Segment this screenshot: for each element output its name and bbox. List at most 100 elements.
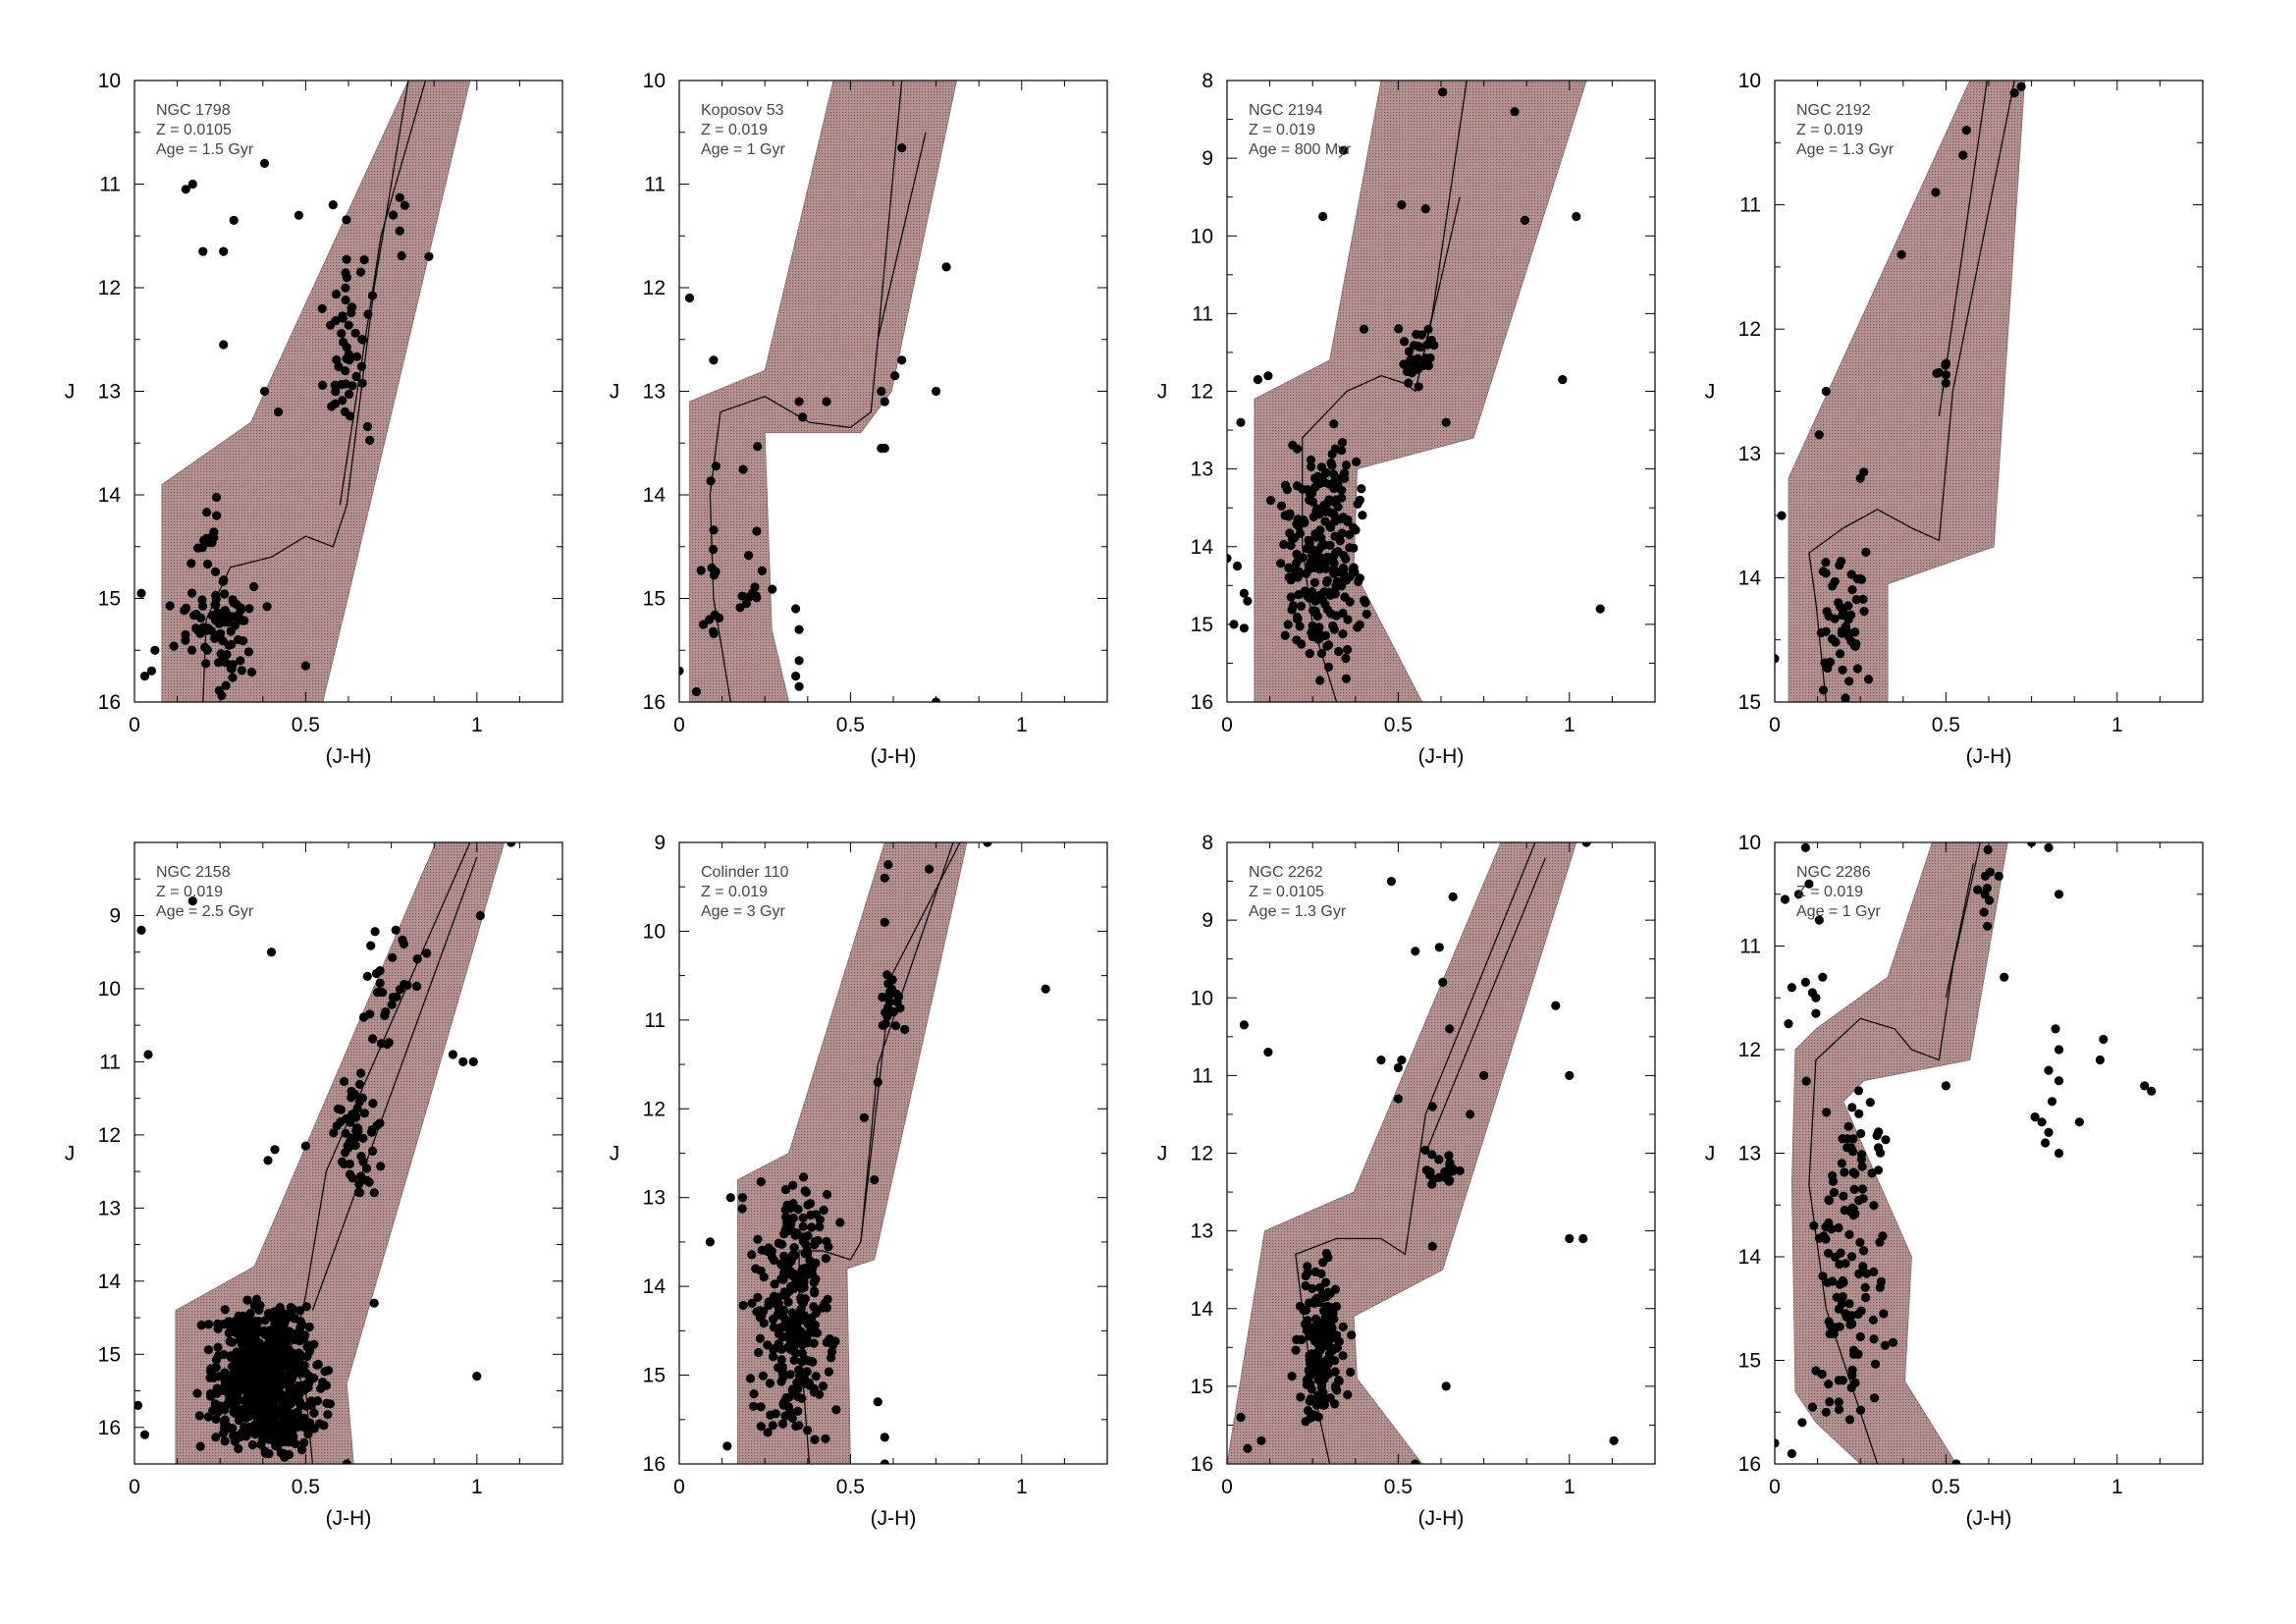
star-point — [195, 1441, 205, 1451]
star-point — [1861, 547, 1871, 558]
star-point — [1868, 1315, 1878, 1325]
star-point — [1263, 1048, 1273, 1057]
x-axis-title: (J-H) — [326, 745, 372, 768]
star-point — [1345, 529, 1355, 540]
star-point — [807, 1222, 817, 1232]
y-tick-label: 8 — [1201, 70, 1213, 92]
star-point — [214, 685, 224, 695]
star-point — [1323, 1335, 1333, 1345]
star-point — [254, 1352, 264, 1362]
star-point — [209, 527, 219, 537]
star-point — [1425, 352, 1435, 363]
star-point — [369, 1188, 379, 1198]
y-tick-label: 12 — [643, 277, 666, 299]
star-point — [891, 989, 901, 1000]
star-point — [757, 1311, 767, 1321]
panel-annotation-line: Koposov 53 — [701, 102, 784, 119]
star-point — [1334, 1377, 1344, 1386]
star-point — [796, 1304, 806, 1314]
star-point — [1448, 892, 1458, 902]
star-point — [239, 636, 248, 646]
star-point — [859, 1112, 870, 1122]
star-point — [810, 1288, 820, 1298]
star-point — [356, 361, 366, 371]
star-point — [468, 1056, 478, 1066]
star-point — [1520, 215, 1530, 225]
x-tick-label: 1 — [1016, 714, 1028, 736]
star-point — [306, 1400, 316, 1410]
star-point — [1330, 1284, 1340, 1294]
star-point — [792, 1316, 802, 1326]
star-point — [300, 1330, 310, 1340]
star-point — [1308, 550, 1317, 560]
star-point — [815, 1222, 825, 1232]
star-point — [1309, 577, 1319, 587]
star-point — [1300, 517, 1309, 528]
star-point — [290, 1335, 299, 1345]
star-point — [1854, 1109, 1864, 1118]
star-point — [266, 1370, 276, 1380]
star-point — [1869, 1334, 1879, 1344]
star-point — [1824, 1195, 1834, 1205]
panel-annotation-line: Z = 0.0105 — [156, 122, 232, 138]
star-point — [1425, 1167, 1435, 1177]
star-point — [780, 1322, 790, 1332]
star-point — [136, 588, 146, 598]
y-tick-label: 15 — [1738, 1350, 1761, 1373]
star-point — [1422, 340, 1432, 350]
star-point — [1860, 1282, 1870, 1292]
star-point — [1322, 1291, 1332, 1302]
star-point — [1286, 540, 1296, 551]
y-tick-label: 12 — [98, 277, 121, 299]
isochrone-line-1 — [1808, 842, 1981, 1464]
star-point — [1859, 607, 1869, 617]
star-point — [1848, 1134, 1858, 1144]
star-point — [1861, 1292, 1871, 1303]
star-point — [735, 603, 745, 613]
star-point — [134, 1400, 143, 1410]
y-tick-label: 13 — [98, 1197, 121, 1219]
star-point — [289, 1313, 298, 1324]
star-point — [375, 966, 385, 976]
star-point — [881, 1007, 890, 1017]
panel-annotation-line: Z = 0.019 — [156, 884, 223, 900]
star-point — [220, 1405, 230, 1415]
star-point — [747, 1298, 757, 1308]
star-point — [803, 1426, 813, 1435]
star-point — [1309, 592, 1319, 602]
star-point — [2016, 81, 2026, 91]
star-point — [1980, 890, 1990, 899]
star-point — [277, 1418, 287, 1428]
star-point — [1821, 386, 1831, 397]
star-point — [1302, 1375, 1311, 1385]
star-point — [364, 1177, 374, 1187]
star-point — [1346, 1367, 1356, 1378]
star-point — [1979, 907, 1989, 917]
star-point — [227, 1385, 237, 1395]
y-tick-label: 16 — [1738, 1453, 1761, 1476]
star-point — [1834, 1222, 1843, 1233]
x-tick-label: 0.5 — [292, 714, 320, 736]
star-point — [1332, 1343, 1342, 1353]
star-point — [777, 1419, 788, 1429]
star-point — [358, 1133, 368, 1143]
y-tick-label: 14 — [98, 484, 122, 507]
star-point — [1309, 473, 1320, 483]
star-point — [1343, 516, 1353, 527]
star-point — [365, 435, 375, 445]
star-point — [263, 1156, 273, 1165]
star-point — [300, 1141, 310, 1151]
star-point — [1338, 1351, 1348, 1361]
star-point — [2054, 890, 2064, 899]
y-tick-label: 15 — [1191, 1376, 1213, 1398]
star-point — [1853, 1309, 1863, 1320]
y-tick-label: 16 — [643, 1453, 666, 1476]
star-point — [880, 397, 889, 406]
star-point — [1312, 1337, 1323, 1347]
panel-annotation-line: Colinder 110 — [701, 864, 789, 881]
star-point — [1286, 592, 1296, 602]
star-point — [1287, 605, 1297, 615]
star-point — [890, 371, 900, 381]
star-point — [187, 588, 197, 598]
star-point — [263, 1309, 274, 1319]
